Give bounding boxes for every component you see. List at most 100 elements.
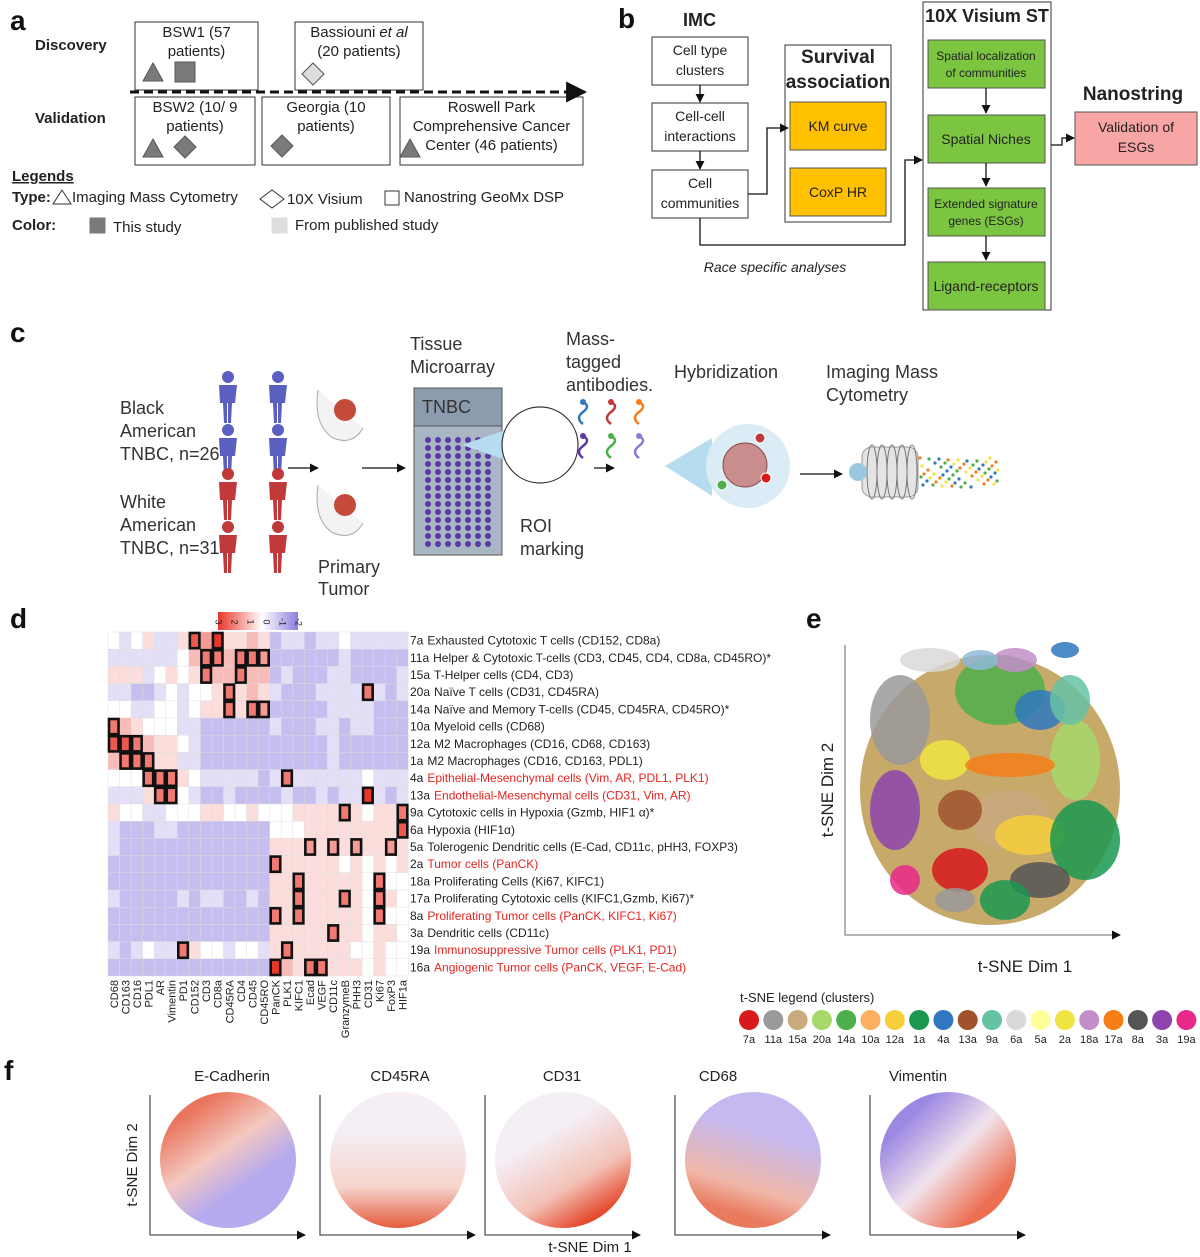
heatmap-cell [385, 735, 397, 753]
heatmap-cell [234, 872, 247, 891]
heatmap-cell [142, 872, 155, 891]
heatmap-cell [350, 752, 363, 770]
heatmap-cell [281, 735, 294, 753]
heatmap-cell [373, 700, 386, 719]
heatmap-cell [130, 803, 143, 822]
row-name: Proliferating Cytotoxic cells (KIFC1,Gzm… [434, 892, 694, 906]
box-text: CoxP HR [809, 184, 867, 200]
particle [952, 462, 956, 466]
heatmap-cell [246, 683, 259, 701]
particle [975, 459, 979, 463]
legend-label: 13a [959, 1034, 978, 1046]
heatmap-cell [361, 649, 374, 667]
heatmap-cell [269, 941, 282, 959]
heatmap-cell [338, 752, 351, 770]
heatmap-cell [373, 769, 386, 787]
square-icon [174, 61, 196, 83]
tma-core [475, 485, 481, 491]
heatmap-cell [396, 941, 409, 959]
column-label: Ki67 [374, 980, 386, 1002]
legend-swatch [982, 1010, 1002, 1030]
row-id: 17a [410, 892, 430, 906]
heatmap-cell [211, 838, 224, 856]
tma-core [455, 493, 461, 499]
row-label: Validation [35, 110, 106, 127]
heatmap-cell [177, 717, 190, 736]
zoom-cone [665, 438, 712, 496]
row-id: 20a [410, 685, 430, 699]
heatmap-cell [177, 907, 190, 925]
row-id: 5a [410, 840, 424, 854]
particle [959, 485, 963, 489]
heatmap-cell [292, 717, 305, 736]
heatmap-cell [315, 752, 328, 770]
heatmap-cell [338, 735, 351, 753]
tma-core [465, 485, 471, 491]
row-id: 14a [410, 702, 430, 716]
heatmap-cell [385, 666, 397, 684]
heatmap-cell [315, 941, 328, 959]
heatmap-cell [373, 786, 386, 805]
heatmap-cell [269, 631, 282, 650]
heatmap-cell [165, 872, 178, 891]
heatmap-cell [315, 631, 328, 650]
antibody-icon [580, 399, 586, 405]
row-label: 17a Proliferating Cytotoxic cells (KIFC1,… [410, 892, 694, 906]
validation-box [1074, 111, 1198, 166]
highlight-box [396, 820, 409, 839]
heatmap-cell [304, 769, 317, 787]
heatmap-cell [350, 872, 363, 891]
heatmap-cell [130, 872, 143, 891]
triangle-icon [142, 137, 164, 158]
tma-core [455, 501, 461, 507]
highlight-box [292, 889, 305, 908]
tma-core [455, 541, 461, 547]
box-text: KM curve [808, 118, 867, 134]
column-label: PDL1 [143, 980, 155, 1008]
highlight-box [200, 648, 213, 667]
cluster-region [1050, 720, 1100, 800]
highlight-box [280, 769, 294, 788]
study-text: BSW1 (57 [162, 24, 230, 41]
legend-label: 7a [743, 1034, 756, 1046]
colorbar-tick: 0 [262, 619, 272, 624]
step-label: Mass- [566, 329, 615, 349]
heatmap-cell [177, 666, 190, 684]
particle [939, 465, 943, 469]
heatmap-cell [361, 666, 374, 684]
heatmap-cell [107, 666, 120, 684]
particle [922, 472, 926, 476]
heatmap-cell [338, 700, 351, 719]
tma-core [435, 461, 441, 467]
step-label: marking [520, 539, 584, 559]
heatmap-cell [246, 872, 259, 891]
group-label: Black [120, 398, 165, 418]
highlight-box [269, 855, 282, 874]
heatmap-cell [315, 786, 328, 805]
row-id: 8a [410, 909, 424, 923]
heatmap-cell [373, 683, 386, 701]
heatmap-cell [385, 889, 397, 908]
heatmap-cell [361, 941, 374, 959]
heatmap-cell [223, 717, 236, 736]
particle [950, 484, 954, 488]
heatmap-cell [327, 700, 340, 719]
heatmap-cell [223, 907, 236, 925]
cluster-region [962, 650, 998, 670]
heatmap-cell [304, 752, 317, 770]
tma-core [475, 517, 481, 523]
column-label: CD11c [328, 980, 340, 1013]
tma-core [465, 525, 471, 531]
column-label: CD45 [247, 980, 259, 1008]
antibody-icon [636, 433, 642, 439]
heatmap-cell [396, 889, 409, 908]
heatmap-cell [211, 855, 224, 873]
heatmap-cell [373, 941, 386, 959]
heatmap-cell [338, 855, 351, 873]
tma-core [425, 461, 431, 467]
heatmap-cell [361, 700, 374, 719]
box-text: Spatial Niches [941, 131, 1031, 147]
cluster-region [1050, 800, 1120, 880]
visium-box [927, 261, 1046, 311]
row-label: 1a M2 Macrophages (CD16, CD163, PDL1) [410, 754, 643, 768]
